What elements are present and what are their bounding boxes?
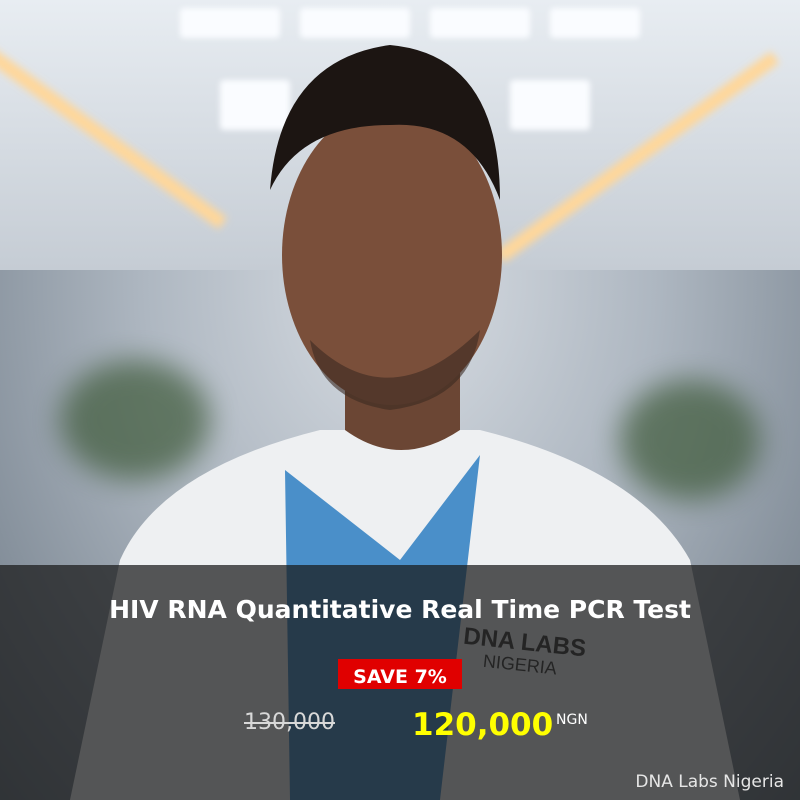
discount-badge-text: SAVE 7% bbox=[353, 666, 447, 688]
ceiling-light bbox=[300, 8, 410, 38]
ceiling-light bbox=[550, 8, 640, 38]
brand-name: DNA Labs Nigeria bbox=[635, 772, 784, 792]
plant bbox=[620, 380, 760, 500]
discount-badge bbox=[338, 659, 462, 689]
ceiling-light bbox=[220, 80, 290, 130]
product-title: HIV RNA Quantitative Real Time PCR Test bbox=[109, 595, 691, 624]
ceiling-light bbox=[180, 8, 280, 38]
currency-label: NGN bbox=[556, 712, 588, 728]
original-price: 130,000 bbox=[244, 710, 335, 735]
sale-price: 120,000 bbox=[412, 707, 554, 743]
plant bbox=[60, 360, 210, 480]
ceiling-light bbox=[430, 8, 530, 38]
ceiling-light bbox=[510, 80, 590, 130]
